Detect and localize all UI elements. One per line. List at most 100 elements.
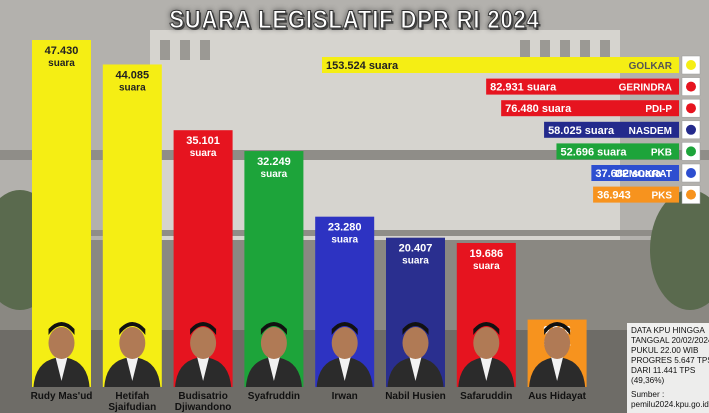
candidate-unit-label: suara: [119, 82, 146, 93]
candidate-name-label: Hetifah: [115, 391, 149, 402]
party-logo-mark: [686, 60, 696, 70]
candidate-name-label: Budisatrio: [178, 391, 227, 402]
party-name-label: GOLKAR: [629, 61, 673, 72]
candidate-name-label: Rudy Mas'ud: [31, 391, 93, 402]
note-line: DATA KPU HINGGA: [631, 326, 705, 335]
note-line: (49,36%): [631, 376, 665, 385]
note-line: PUKUL 22.00 WIB: [631, 346, 699, 355]
party-logo-mark: [686, 168, 696, 178]
candidate-unit-label: suara: [402, 256, 429, 267]
candidate-unit-label: suara: [190, 148, 217, 159]
gerindra-logo-icon: [681, 77, 701, 96]
party-name-label: PKS: [651, 191, 672, 202]
candidate-value-label: 20.407: [399, 243, 433, 255]
portrait-shirt: [480, 357, 493, 381]
candidate-name-label: Nabil Husien: [385, 391, 446, 402]
party-value-label: 36.943: [597, 190, 631, 202]
party-logo-mark: [686, 103, 696, 114]
portrait-face: [190, 327, 217, 359]
candidate-portrait: [529, 322, 586, 387]
portrait-hair: [544, 322, 571, 335]
pks-logo-icon: [681, 185, 701, 204]
candidate-value-label: 23.280: [328, 222, 362, 234]
portrait-shirt: [409, 357, 422, 381]
portrait-shirt: [267, 357, 280, 381]
note-source: Sumber :: [631, 390, 665, 399]
party-name-label: GERINDRA: [619, 83, 672, 94]
portrait-face: [473, 327, 500, 359]
data-note: DATA KPU HINGGA TANGGAL 20/02/2024 PUKUL…: [627, 323, 709, 413]
party-bar: [544, 121, 679, 138]
party-bar: [591, 165, 679, 181]
candidate-name-label: Aus Hidayat: [528, 391, 586, 402]
candidate-name-label: Irwan: [332, 391, 358, 402]
candidate-value-label: 44.085: [115, 69, 149, 81]
candidate-name-label: Syafruddin: [248, 391, 300, 402]
candidate-unit-label: suara: [261, 169, 288, 180]
portrait-hair: [48, 322, 75, 335]
page-title: SUARA LEGISLATIF DPR RI 2024: [169, 6, 540, 35]
portrait-shirt: [126, 357, 139, 381]
party-name-label: NASDEM: [629, 126, 672, 137]
candidate-portrait: [33, 322, 90, 387]
party-logo-mark: [686, 124, 696, 135]
party-value-label: 82.931 suara: [490, 82, 557, 94]
candidate-value-label: 19.686: [469, 248, 503, 260]
party-name-label: PDI-P: [645, 104, 672, 115]
portrait-hair: [473, 322, 500, 335]
candidate-portrait: [245, 322, 302, 387]
portrait-shirt: [55, 357, 68, 381]
party-logo-mark: [686, 81, 696, 92]
demokrat-logo-icon: [681, 163, 701, 183]
party-bar: [501, 100, 679, 117]
note-line: PROGRES 5.647 TPS: [631, 356, 709, 365]
party-value-label: 153.524 suara: [326, 60, 399, 72]
party-name-label: DEMOKRAT: [615, 169, 672, 180]
candidate-name-label: Sjaifudian: [108, 402, 156, 413]
portrait-face: [544, 327, 571, 359]
candidate-value-label: 47.430: [45, 45, 79, 57]
portrait-hair: [260, 322, 287, 335]
nasdem-logo-icon: [681, 120, 701, 140]
portrait-face: [260, 327, 287, 359]
note-line: TANGGAL 20/02/2024: [631, 336, 709, 345]
portrait-shirt: [338, 357, 351, 381]
portrait-face: [331, 327, 358, 359]
party-bar: [593, 186, 679, 203]
party-value-label: 37.682 suara: [595, 168, 662, 180]
candidate-name-label: Safaruddin: [460, 391, 512, 402]
portrait-hair: [331, 322, 358, 335]
party-value-label: 76.480 suara: [505, 103, 572, 115]
candidate-unit-label: suara: [48, 58, 75, 69]
candidate-name-label: Djiwandono: [175, 402, 232, 413]
portrait-hair: [402, 322, 429, 335]
candidate-value-label: 35.101: [186, 135, 220, 147]
golkar-logo-icon: [681, 55, 701, 75]
note-line: DARI 11.441 TPS: [631, 366, 696, 375]
portrait-hair: [190, 322, 217, 335]
portrait-hair: [119, 322, 146, 335]
party-logo-mark: [686, 189, 696, 200]
candidate-unit-label: suara: [473, 261, 500, 272]
party-name-label: PKB: [651, 147, 672, 158]
party-value-label: 58.025 suara: [548, 125, 615, 137]
portrait-shirt: [197, 357, 210, 381]
candidate-unit-label: suara: [331, 235, 358, 246]
candidate-portrait: [316, 322, 373, 387]
pkb-logo-icon: [681, 142, 701, 161]
candidate-value-label: 32.249: [257, 156, 291, 168]
party-bar: [556, 143, 679, 160]
candidate-portrait: [458, 322, 515, 387]
party-logo-mark: [686, 146, 696, 157]
portrait-face: [119, 327, 146, 359]
portrait-shirt: [551, 357, 564, 381]
candidate-portrait: [104, 322, 161, 387]
party-bar: [322, 57, 679, 73]
pdip-logo-icon: [681, 98, 701, 118]
note-source-url: pemilu2024.kpu.go.id: [631, 400, 709, 409]
party-value-label: 52.696 suara: [560, 146, 627, 158]
party-bar: [486, 78, 679, 95]
candidate-portrait: [175, 322, 232, 387]
